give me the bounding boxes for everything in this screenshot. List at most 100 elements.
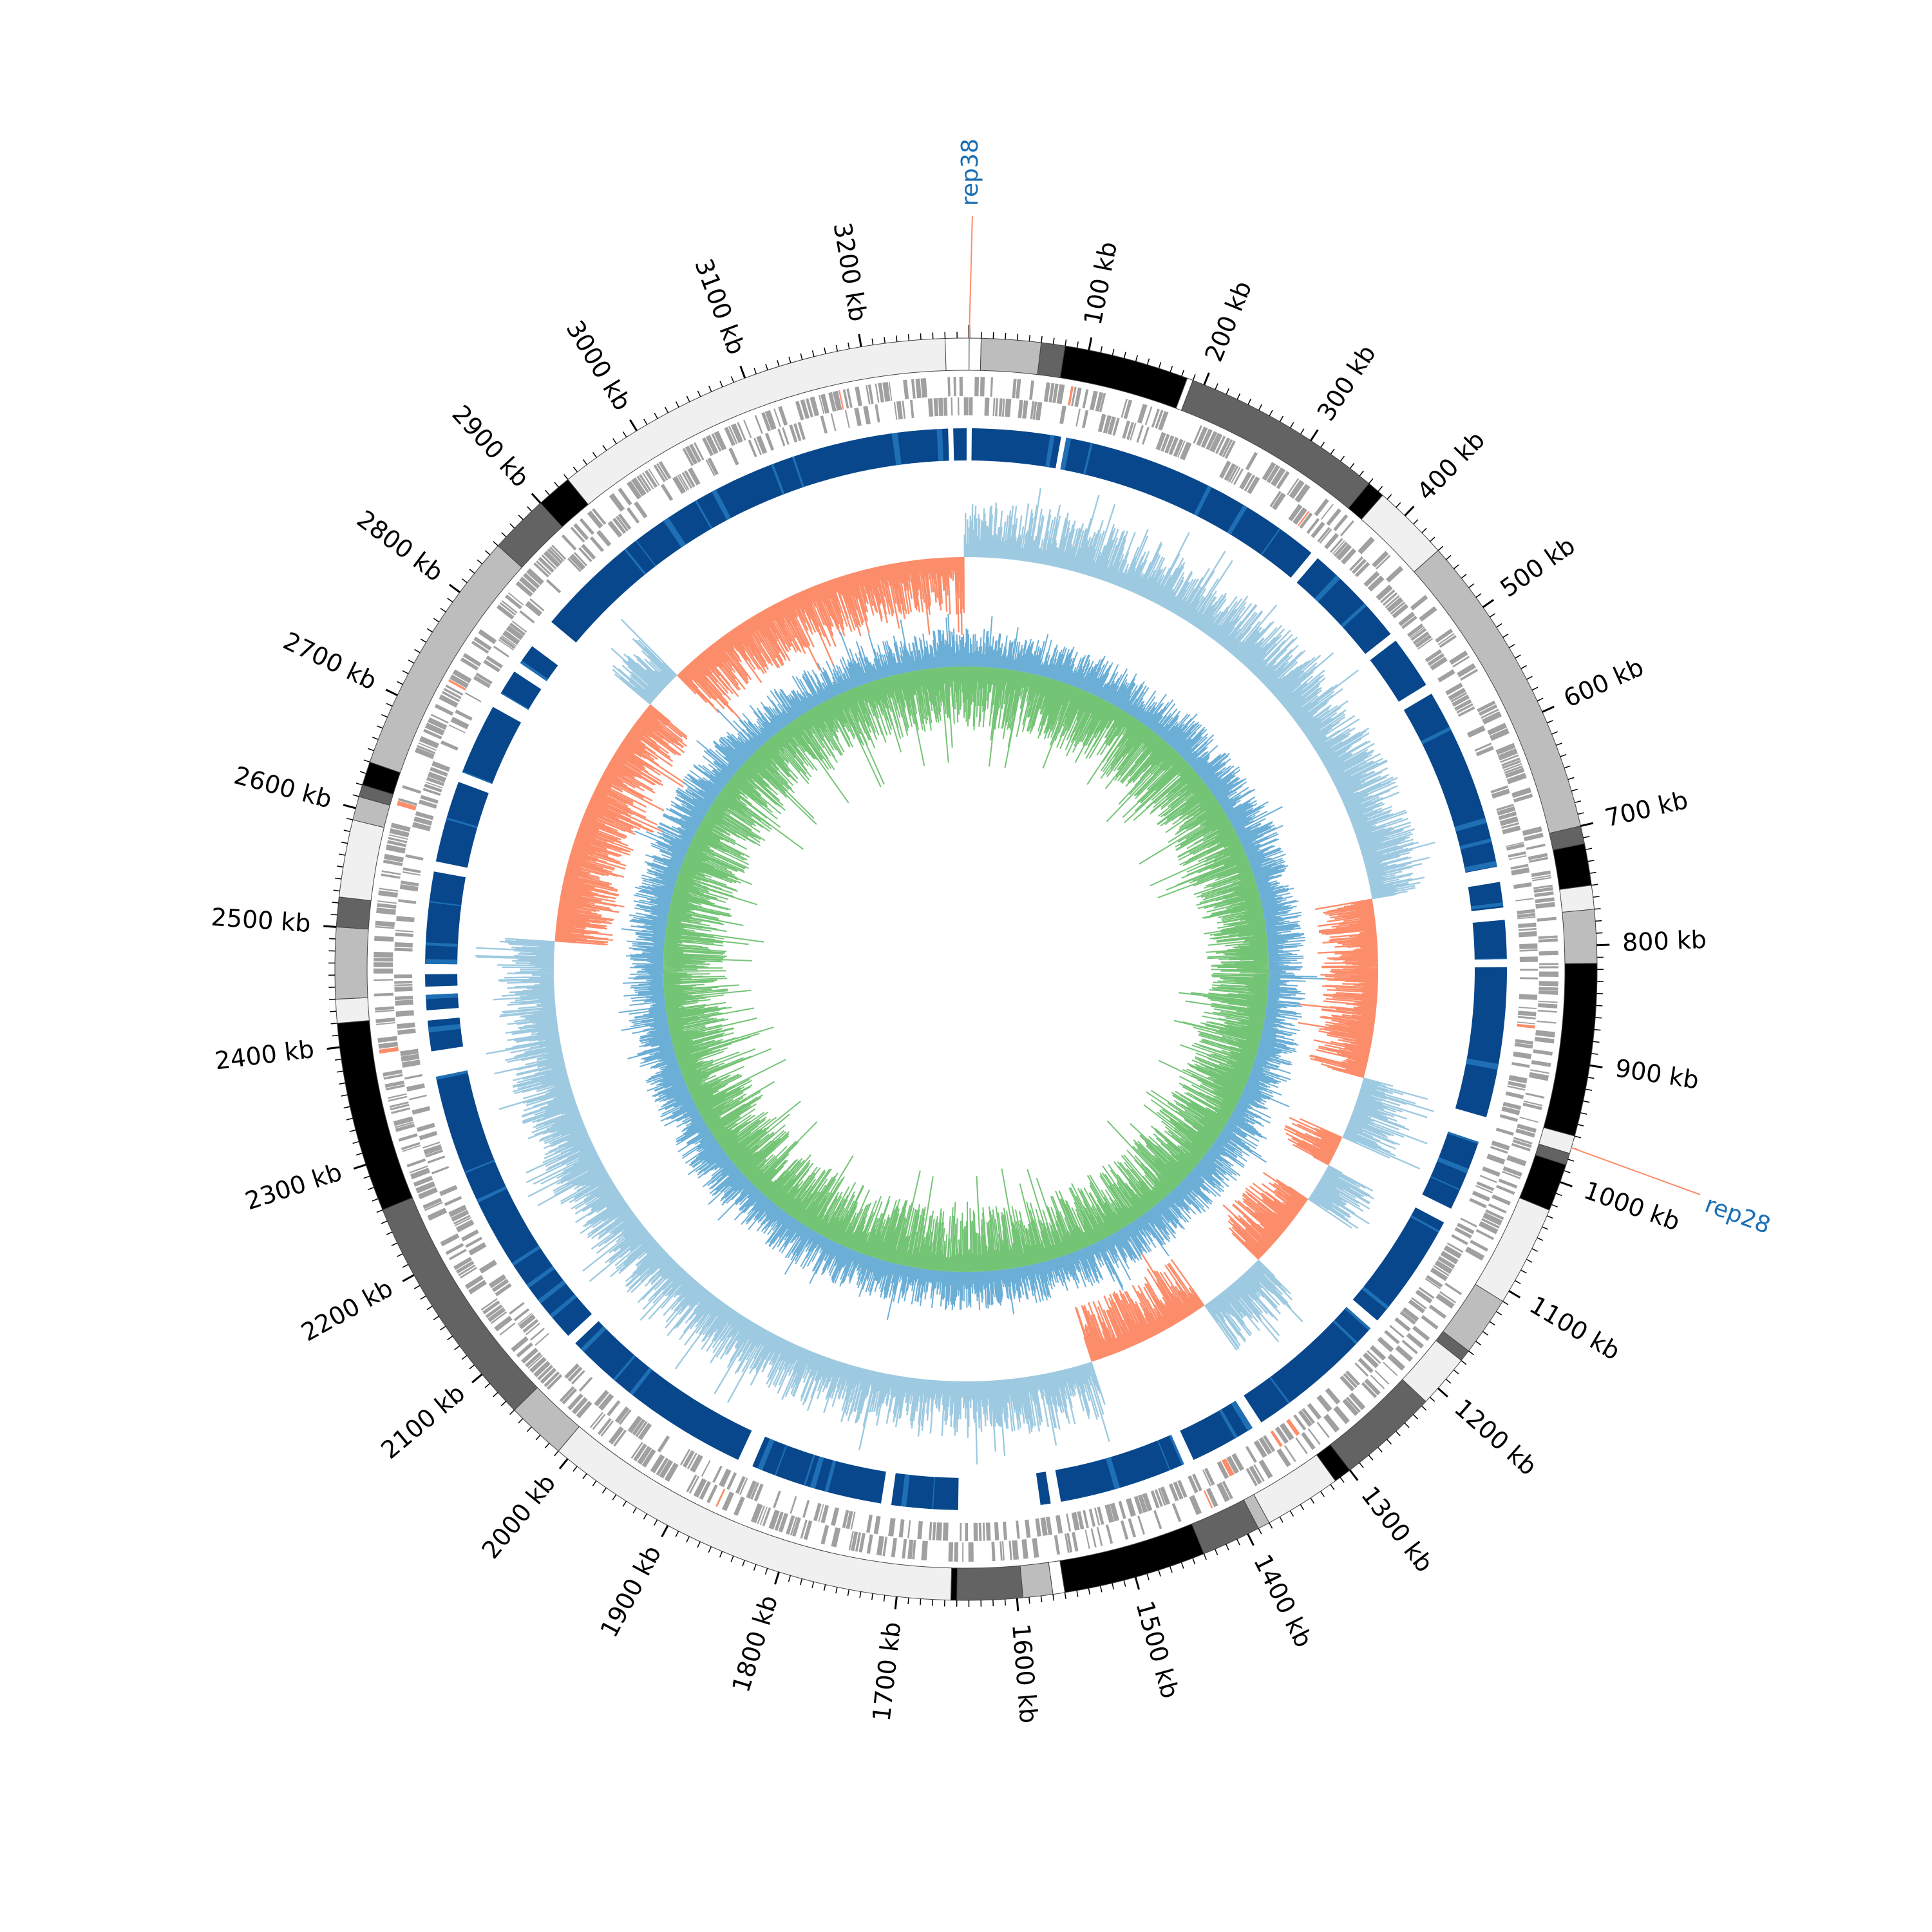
gene-feature — [517, 1312, 533, 1325]
scale-tick-label: 2000 kb — [476, 1469, 561, 1564]
minor-tick — [643, 419, 648, 425]
gene-feature — [1482, 711, 1502, 725]
homology-block — [425, 871, 466, 965]
gene-feature — [819, 395, 825, 415]
gene-feature — [1506, 1155, 1527, 1166]
gene-feature — [525, 601, 543, 617]
homology-subblock — [694, 500, 713, 529]
minor-tick — [697, 390, 701, 397]
minor-tick — [1052, 1594, 1055, 1601]
gene-feature — [1346, 1396, 1361, 1413]
gene-feature — [1501, 1106, 1520, 1115]
gene-feature — [398, 1133, 418, 1142]
gene-feature — [1537, 916, 1557, 922]
minor-tick — [1580, 1112, 1587, 1115]
minor-tick — [1215, 383, 1218, 390]
gene-feature — [660, 484, 674, 501]
gene-feature — [1502, 825, 1521, 835]
gene-feature — [1083, 1510, 1089, 1529]
gene-feature — [737, 422, 746, 441]
gene-feature — [995, 398, 999, 417]
gene-feature — [962, 1542, 964, 1562]
minor-tick — [477, 559, 483, 565]
gc-content-outer — [618, 614, 1325, 1320]
gene-feature — [1045, 1517, 1053, 1535]
gene-feature — [753, 1483, 764, 1502]
contig-segment — [335, 997, 370, 1024]
gene-feature — [778, 1513, 788, 1533]
gene-feature — [820, 1504, 829, 1524]
homology-subblock — [1332, 1320, 1358, 1345]
gene-feature — [1464, 1246, 1485, 1261]
gene-feature — [1052, 383, 1059, 403]
gene-feature — [631, 477, 647, 497]
minor-tick — [1279, 1516, 1283, 1523]
minor-tick — [1508, 644, 1515, 649]
gene-feature — [1133, 1495, 1143, 1515]
gene-feature — [893, 401, 898, 420]
gene-feature — [1452, 694, 1470, 707]
minor-tick — [1289, 1510, 1294, 1517]
gene-feature — [990, 377, 994, 397]
gene-feature — [1427, 653, 1445, 667]
homology-subblock — [1193, 485, 1212, 516]
minor-tick — [871, 1593, 874, 1600]
gene-feature — [413, 816, 433, 826]
gene-feature — [1412, 1325, 1430, 1341]
gene-feature — [395, 1010, 414, 1017]
gene-feature — [536, 560, 551, 575]
gene-feature — [1043, 382, 1050, 402]
scale-tick-label: 2800 kb — [352, 505, 449, 587]
homology-subblock — [1227, 504, 1248, 535]
minor-tick — [1502, 633, 1509, 638]
homology-subblock — [1437, 1157, 1469, 1173]
gene-feature — [1439, 1291, 1457, 1303]
gc-skew-positive — [475, 488, 1435, 1465]
gene-feature — [1075, 408, 1081, 427]
contig-segment — [1559, 885, 1595, 913]
minor-tick — [742, 1560, 746, 1567]
minor-tick — [708, 385, 712, 392]
gene-feature — [501, 635, 517, 647]
minor-tick — [333, 889, 340, 892]
gene-feature — [377, 900, 397, 904]
gene-feature — [1345, 1370, 1360, 1386]
gene-feature — [1430, 656, 1448, 671]
scale-tick-label: 900 kb — [1613, 1054, 1701, 1094]
scale-tick-label: 100 kb — [1079, 240, 1123, 328]
gene-feature — [685, 445, 698, 465]
gene-feature — [546, 1374, 563, 1390]
scale-tick-label: 2900 kb — [447, 400, 535, 493]
gene-feature — [377, 903, 397, 909]
gene-feature — [440, 1233, 460, 1247]
minor-tick — [433, 1316, 439, 1321]
gene-feature — [1158, 411, 1169, 431]
minor-tick — [363, 1175, 370, 1179]
gene-feature — [1406, 1332, 1425, 1349]
homology-block — [551, 428, 949, 643]
gene-feature — [1294, 484, 1311, 503]
minor-tick — [1236, 1539, 1240, 1546]
minor-tick — [554, 482, 560, 488]
minor-tick — [1575, 800, 1582, 804]
gene-feature — [1495, 1128, 1514, 1136]
homology-subblock — [771, 464, 785, 495]
gene-feature — [1032, 401, 1037, 420]
gene-feature — [1482, 1212, 1503, 1226]
gene-feature — [948, 1542, 954, 1562]
minor-tick — [602, 444, 607, 451]
minor-tick — [1468, 1350, 1474, 1356]
gene-feature — [1361, 1382, 1378, 1399]
minor-tick — [1158, 362, 1162, 369]
minor-tick — [386, 703, 393, 707]
gene-feature — [374, 957, 393, 962]
gene-feature — [1262, 462, 1276, 481]
gene-feature — [458, 1264, 476, 1276]
gene-feature — [374, 951, 393, 958]
gene-feature — [1515, 1128, 1535, 1138]
gene-feature — [1398, 611, 1416, 627]
homology-subblock — [936, 428, 944, 462]
gene-feature — [1032, 1538, 1039, 1558]
gene-feature — [909, 399, 914, 419]
gene-feature — [1094, 1508, 1101, 1526]
